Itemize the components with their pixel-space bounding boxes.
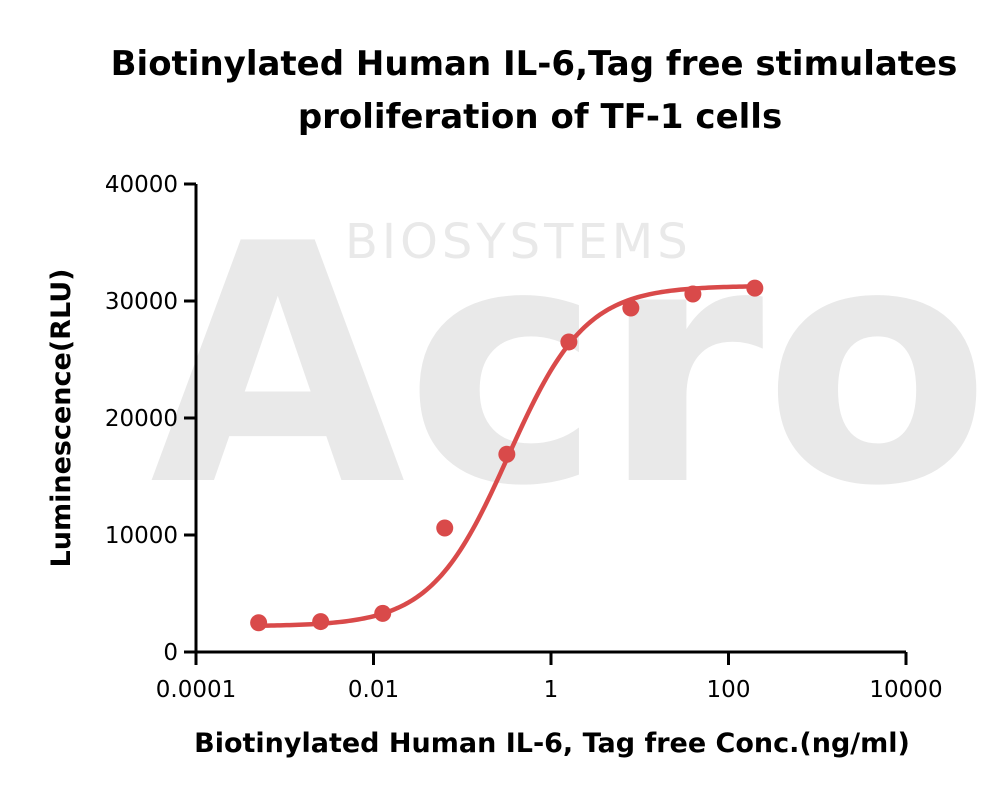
watermark: Acro BIOSYSTEMS <box>150 174 990 558</box>
y-ticks: 0 10000 20000 30000 40000 <box>105 172 196 666</box>
y-axis: 0 10000 20000 30000 40000 <box>105 172 198 666</box>
y-tick-label: 30000 <box>105 289 178 315</box>
data-point <box>560 333 578 351</box>
chart-title-line-2: proliferation of TF-1 cells <box>298 97 782 137</box>
y-axis-label: Luminescence(RLU) <box>46 269 77 568</box>
data-point <box>436 519 454 537</box>
x-ticks: 0.0001 0.01 1 100 10000 <box>156 652 943 703</box>
x-tick-label: 100 <box>707 677 751 703</box>
y-tick-label: 40000 <box>105 172 178 198</box>
data-point <box>746 279 764 297</box>
chart-title-line-1: Biotinylated Human IL-6,Tag free stimula… <box>111 44 958 84</box>
watermark-logo-text: Acro <box>150 174 990 558</box>
x-axis-label: Biotinylated Human IL-6, Tag free Conc.(… <box>194 728 910 759</box>
data-point <box>498 445 516 463</box>
data-point <box>312 613 330 631</box>
y-tick-label: 10000 <box>105 523 178 549</box>
data-point <box>374 604 392 622</box>
x-axis: 0.0001 0.01 1 100 10000 <box>156 650 943 703</box>
data-point <box>250 614 268 632</box>
data-point <box>684 285 702 303</box>
x-tick-label: 0.01 <box>348 677 399 703</box>
x-tick-label: 10000 <box>869 677 942 703</box>
data-point <box>622 299 640 317</box>
y-tick-label: 0 <box>163 640 178 666</box>
watermark-sub-text: BIOSYSTEMS <box>345 214 692 270</box>
y-tick-label: 20000 <box>105 406 178 432</box>
x-tick-label: 1 <box>544 677 559 703</box>
plot-area <box>250 279 764 632</box>
x-tick-label: 0.0001 <box>156 677 236 703</box>
